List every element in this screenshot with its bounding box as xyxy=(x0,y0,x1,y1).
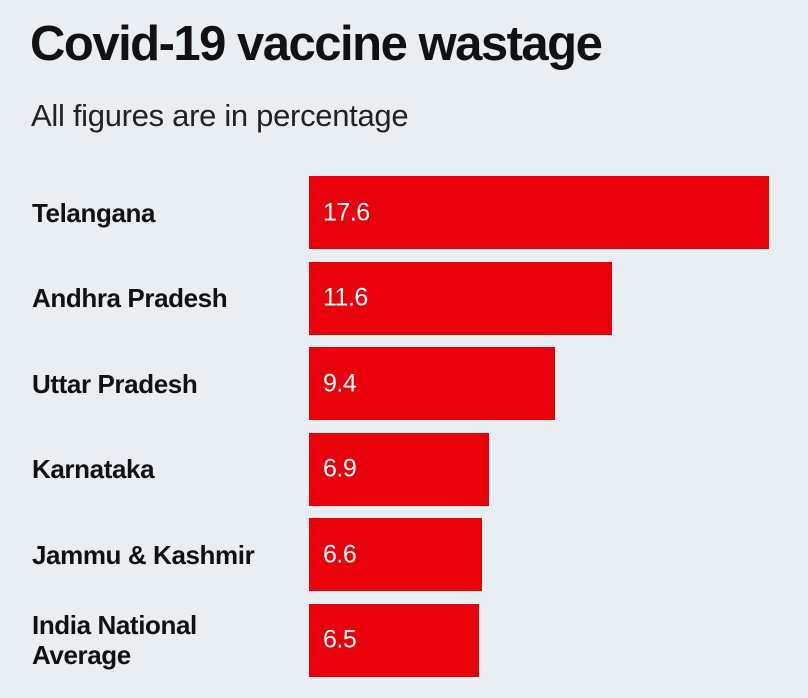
bar-value-label: 6.6 xyxy=(323,540,357,568)
bar-value-label: 11.6 xyxy=(323,283,368,312)
bar: 6.9 xyxy=(309,432,490,506)
bar: 9.4 xyxy=(309,347,555,420)
bar: 6.5 xyxy=(309,603,479,677)
bar: 6.6 xyxy=(309,518,482,591)
bar-value-label: 6.9 xyxy=(323,454,357,483)
bar-value-label: 17.6 xyxy=(323,198,370,226)
bar-value-label: 6.5 xyxy=(323,625,357,654)
chart-subtitle: All figures are in percentage xyxy=(31,98,409,133)
category-label: Telangana xyxy=(32,197,156,228)
category-label: Karnataka xyxy=(32,454,155,484)
category-label: Jammu & Kashmir xyxy=(32,539,255,570)
bar: 11.6 xyxy=(309,261,613,335)
category-label: India National Average xyxy=(32,610,197,670)
bar: 17.6 xyxy=(309,176,769,249)
bar-value-label: 9.4 xyxy=(323,369,357,397)
category-label: Andhra Pradesh xyxy=(32,283,228,313)
category-label: Uttar Pradesh xyxy=(32,368,198,399)
chart-title: Covid-19 vaccine wastage xyxy=(30,17,603,71)
